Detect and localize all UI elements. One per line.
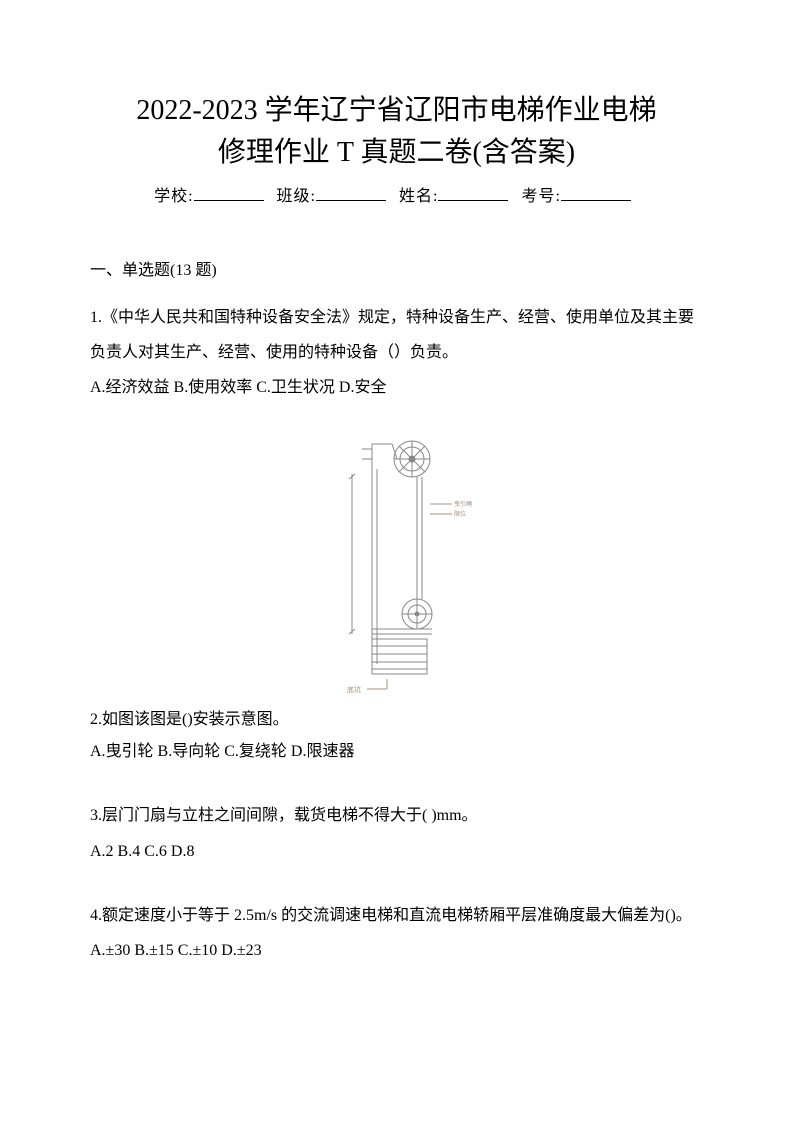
q1-text: 1.《中华人民共和国特种设备安全法》规定，特种设备生产、经营、使用单位及其主要负… xyxy=(90,300,703,370)
section-1-header: 一、单选题(13 题) xyxy=(90,256,703,280)
svg-text:曳引绳: 曳引绳 xyxy=(454,500,472,508)
q2-text: 2.如图该图是()安装示意图。 xyxy=(90,704,703,736)
name-label: 姓名: xyxy=(399,188,438,205)
school-label: 学校: xyxy=(154,188,193,205)
elevator-diagram-icon: 曳引绳 限位 底坑 xyxy=(317,434,477,694)
title-line-2: 修理作业 T 真题二卷(含答案) xyxy=(218,137,575,168)
student-info-line: 学校: 班级: 姓名: 考号: xyxy=(90,182,703,206)
exam-title: 2022-2023 学年辽宁省辽阳市电梯作业电梯 修理作业 T 真题二卷(含答案… xyxy=(90,90,703,174)
question-2: 2.如图该图是()安装示意图。 A.曳引轮 B.导向轮 C.复绕轮 D.限速器 xyxy=(90,704,703,768)
q4-options: A.±30 B.±15 C.±10 D.±23 xyxy=(90,935,703,967)
question-3: 3.层门门扇与立柱之间间隙，载货电梯不得大于( )mm。 A.2 B.4 C.6… xyxy=(90,798,703,867)
name-blank xyxy=(438,200,508,201)
question-1: 1.《中华人民共和国特种设备安全法》规定，特种设备生产、经营、使用单位及其主要负… xyxy=(90,300,703,404)
q1-options: A.经济效益 B.使用效率 C.卫生状况 D.安全 xyxy=(90,372,703,404)
question-4: 4.额定速度小于等于 2.5m/s 的交流调速电梯和直流电梯轿厢平层准确度最大偏… xyxy=(90,898,703,967)
q2-diagram: 曳引绳 限位 底坑 xyxy=(317,434,477,694)
svg-text:限位: 限位 xyxy=(454,510,466,518)
q4-text: 4.额定速度小于等于 2.5m/s 的交流调速电梯和直流电梯轿厢平层准确度最大偏… xyxy=(90,898,703,933)
q3-options: A.2 B.4 C.6 D.8 xyxy=(90,836,703,868)
svg-text:底坑: 底坑 xyxy=(347,685,361,694)
exam-no-label: 考号: xyxy=(521,188,560,205)
q2-diagram-container: 曳引绳 限位 底坑 xyxy=(90,434,703,699)
class-blank xyxy=(316,200,386,201)
title-line-1: 2022-2023 学年辽宁省辽阳市电梯作业电梯 xyxy=(136,95,656,126)
class-label: 班级: xyxy=(277,188,316,205)
q2-options: A.曳引轮 B.导向轮 C.复绕轮 D.限速器 xyxy=(90,736,703,768)
exam-no-blank xyxy=(561,200,631,201)
school-blank xyxy=(194,200,264,201)
q3-text: 3.层门门扇与立柱之间间隙，载货电梯不得大于( )mm。 xyxy=(90,798,703,833)
